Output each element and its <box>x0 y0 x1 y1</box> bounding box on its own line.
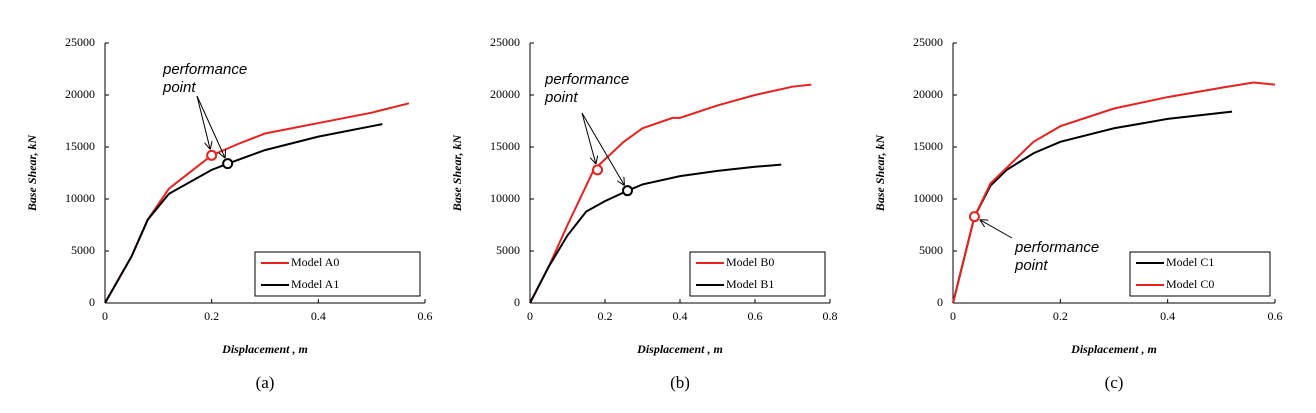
annotation-arrow <box>581 112 596 163</box>
y-tick-label: 10000 <box>65 191 95 205</box>
legend-label: Model B0 <box>726 255 774 269</box>
caption: (a) <box>256 373 275 392</box>
x-axis-label: Displacement , m <box>221 342 308 356</box>
series-line <box>529 83 812 304</box>
x-tick-label: 0.2 <box>204 309 219 323</box>
annotation-line: performance <box>162 61 247 78</box>
annotation-line: performance <box>544 71 629 88</box>
x-tick-label: 0.6 <box>748 309 763 323</box>
performance-point <box>622 185 633 197</box>
annotation-line: point <box>544 89 578 106</box>
y-tick-label: 0 <box>514 295 520 309</box>
annotation: performance point <box>162 61 247 96</box>
y-tick-label: 20000 <box>65 87 95 101</box>
y-axis-label: Base Shear, kN <box>450 133 464 212</box>
x-tick-label: 0.4 <box>673 309 688 323</box>
series-line <box>952 81 1276 304</box>
x-axis-label: Displacement , m <box>1070 342 1157 356</box>
y-tick-label: 10000 <box>913 191 943 205</box>
x-tick-label: 0 <box>102 309 108 323</box>
performance-point <box>222 158 234 170</box>
annotation-arrow <box>196 95 210 149</box>
annotation: performance point <box>1014 239 1099 274</box>
y-tick-label: 20000 <box>490 87 520 101</box>
x-tick-label: 0 <box>527 309 533 323</box>
y-tick-label: 5000 <box>496 243 520 257</box>
annotation-arrow <box>581 112 624 185</box>
x-tick-label: 0.2 <box>1053 309 1068 323</box>
y-tick-label: 5000 <box>919 243 943 257</box>
x-tick-label: 0.6 <box>1268 309 1283 323</box>
annotation-arrow <box>981 220 1013 239</box>
legend-box <box>1129 251 1271 297</box>
x-tick-label: 0.6 <box>418 309 433 323</box>
x-tick-label: 0.2 <box>598 309 613 323</box>
y-axis-label: Base Shear, kN <box>25 133 39 212</box>
caption: (c) <box>1105 373 1124 392</box>
annotation-arrow <box>196 95 225 157</box>
y-tick-label: 0 <box>937 295 943 309</box>
y-tick-label: 0 <box>89 295 95 309</box>
legend-box <box>689 251 826 297</box>
y-axis-label: Base Shear, kN <box>873 133 887 212</box>
x-tick-label: 0 <box>950 309 956 323</box>
y-tick-label: 5000 <box>71 243 95 257</box>
x-tick-label: 0.4 <box>311 309 326 323</box>
annotation-line: performance <box>1014 239 1099 256</box>
legend-label: Model A0 <box>291 255 339 269</box>
y-tick-label: 15000 <box>65 139 95 153</box>
x-tick-label: 0.8 <box>823 309 838 323</box>
legend-box <box>254 251 421 297</box>
legend-label: Model B1 <box>726 277 774 291</box>
performance-point <box>592 164 603 176</box>
y-tick-label: 20000 <box>913 87 943 101</box>
performance-point <box>968 211 980 223</box>
y-tick-label: 15000 <box>913 139 943 153</box>
annotation: performance point <box>544 71 629 106</box>
y-tick-label: 15000 <box>490 139 520 153</box>
y-tick-label: 25000 <box>65 35 95 49</box>
x-axis-label: Displacement , m <box>636 342 723 356</box>
caption: (b) <box>670 373 690 392</box>
y-tick-label: 25000 <box>913 35 943 49</box>
x-tick-label: 0.4 <box>1160 309 1175 323</box>
legend-label: Model C1 <box>1166 255 1214 269</box>
series-line <box>104 123 383 304</box>
y-tick-label: 10000 <box>490 191 520 205</box>
annotation-line: point <box>162 79 196 96</box>
annotation-line: point <box>1014 257 1048 274</box>
legend-label: Model C0 <box>1166 277 1214 291</box>
y-tick-label: 25000 <box>490 35 520 49</box>
legend-label: Model A1 <box>291 277 339 291</box>
performance-point <box>206 149 218 161</box>
